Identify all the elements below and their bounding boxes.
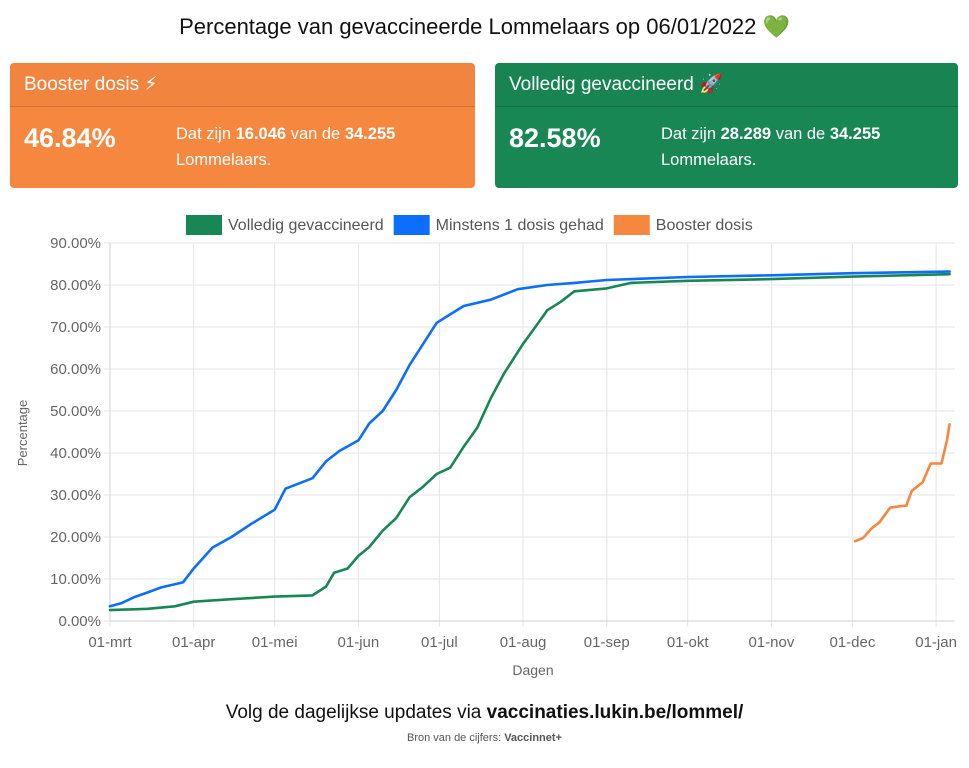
legend-swatch	[186, 215, 222, 235]
x-axis-label: Dagen	[512, 662, 553, 678]
booster-description: Dat zijn 16.046 van de 34.255 Lommelaars…	[176, 121, 466, 173]
footer-prefix: Volg de dagelijkse updates via	[225, 702, 482, 723]
full-card-title: Volledig gevaccineerd	[509, 74, 694, 95]
legend-item-1[interactable]: Volledig gevaccineerd	[186, 215, 384, 235]
series-line-2	[108, 270, 951, 608]
vaccination-line-chart: 0.00% 10.00% 20.00% 30.00% 40.00% 50.00% 60.00…	[15, 215, 957, 678]
series-line-1	[108, 272, 951, 612]
legend-item-2[interactable]: Minstens 1 dosis gehad	[393, 215, 604, 235]
y-tick-label: 40.00%	[50, 445, 101, 462]
full-text-suffix: Lommelaars.	[661, 151, 757, 169]
x-tick-label: 01-mei	[252, 634, 298, 651]
full-text-middle: van de	[775, 125, 826, 143]
x-tick-label: 01-mrt	[88, 634, 132, 651]
chart-grid	[104, 242, 955, 627]
booster-text-suffix: Lommelaars.	[176, 151, 272, 169]
legend-swatch	[613, 215, 650, 235]
x-tick-label: 01-sep	[584, 634, 630, 651]
full-vaccinated-card: Volledig gevaccineerd 🚀 82.58% Dat zijn …	[495, 63, 958, 188]
booster-card-header: Booster dosis ⚡	[10, 63, 475, 107]
full-percentage: 82.58%	[509, 123, 601, 153]
lightning-icon: ⚡	[144, 74, 158, 95]
y-tick-label: 10.00%	[50, 571, 101, 588]
x-tick-label: 01-okt	[667, 634, 710, 651]
x-tick-label: 01-nov	[748, 634, 794, 651]
y-tick-label: 90.00%	[50, 235, 101, 252]
booster-text-prefix: Dat zijn	[176, 125, 232, 143]
y-tick-label: 0.00%	[58, 613, 101, 630]
full-count: 28.289	[720, 125, 772, 143]
x-tick-label: 01-jan	[915, 634, 957, 651]
rocket-icon: 🚀	[699, 74, 723, 95]
x-tick-label: 01-jun	[338, 634, 380, 651]
page-title: Percentage van gevaccineerde Lommelaars …	[0, 14, 969, 40]
y-tick-label: 30.00%	[50, 487, 101, 504]
chart-legend[interactable]: Volledig gevaccineerd Minstens 1 dosis ge…	[186, 215, 753, 235]
series-line-3	[853, 423, 951, 543]
footer-text: Volg de dagelijkse updates via vaccinati…	[0, 702, 969, 724]
legend-label: Booster dosis	[656, 217, 753, 234]
booster-card: Booster dosis ⚡ 46.84% Dat zijn 16.046 v…	[10, 63, 475, 188]
green-heart-icon: 💚	[762, 14, 790, 39]
source-note: Bron van de cijfers: Vaccinnet+	[0, 732, 969, 744]
y-axis-ticks: 0.00% 10.00% 20.00% 30.00% 40.00% 50.00% 60.00…	[50, 235, 101, 630]
x-tick-label: 01-jul	[421, 634, 458, 651]
y-axis-label: Percentage	[15, 400, 30, 467]
y-tick-label: 60.00%	[50, 361, 101, 378]
page-title-text: Percentage van gevaccineerde Lommelaars …	[179, 14, 757, 39]
chart-series-lines	[108, 270, 951, 612]
footer-link[interactable]: vaccinaties.lukin.be/lommel/	[486, 702, 744, 723]
booster-count: 16.046	[235, 125, 287, 143]
booster-card-title: Booster dosis	[24, 74, 140, 95]
booster-text-middle: van de	[290, 125, 341, 143]
full-card-header: Volledig gevaccineerd 🚀	[495, 63, 958, 107]
full-total: 34.255	[829, 125, 881, 143]
legend-label: Minstens 1 dosis gehad	[436, 217, 604, 234]
y-tick-label: 20.00%	[50, 529, 101, 546]
x-tick-label: 01-apr	[172, 634, 215, 651]
y-tick-label: 50.00%	[50, 403, 101, 420]
x-axis-ticks: 01-mrt 01-apr 01-mei 01-jun 01-jul 01-aug 01-s…	[88, 634, 957, 651]
legend-item-3[interactable]: Booster dosis	[613, 215, 753, 235]
booster-total: 34.255	[344, 125, 396, 143]
y-tick-label: 70.00%	[50, 319, 101, 336]
x-tick-label: 01-dec	[829, 634, 875, 651]
booster-percentage: 46.84%	[24, 123, 116, 153]
full-text-prefix: Dat zijn	[661, 125, 717, 143]
legend-swatch	[393, 215, 430, 235]
legend-label: Volledig gevaccineerd	[228, 217, 384, 234]
source-value: Vaccinnet+	[504, 732, 562, 744]
x-tick-label: 01-aug	[500, 634, 547, 651]
full-card-body: 82.58% Dat zijn 28.289 van de 34.255 Lom…	[495, 107, 958, 188]
booster-card-body: 46.84% Dat zijn 16.046 van de 34.255 Lom…	[10, 107, 475, 188]
y-tick-label: 80.00%	[50, 277, 101, 294]
full-description: Dat zijn 28.289 van de 34.255 Lommelaars…	[661, 121, 951, 173]
source-label: Bron van de cijfers:	[406, 732, 502, 744]
